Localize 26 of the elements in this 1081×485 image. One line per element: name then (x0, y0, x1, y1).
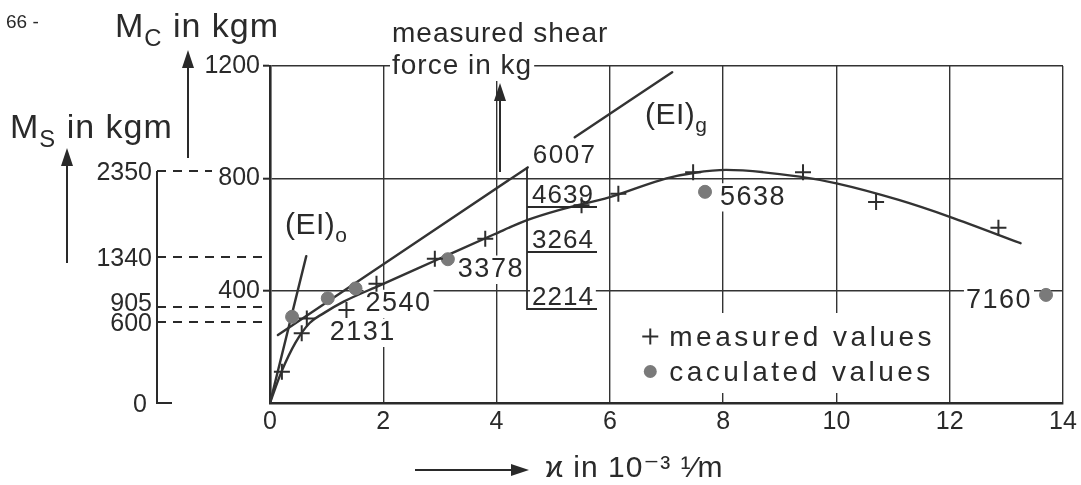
x-tick-label: 2 (376, 405, 391, 434)
x-tick-label: 12 (935, 405, 964, 434)
annotation: 4639 (532, 179, 594, 209)
annotation: measured shear force in kg (392, 17, 609, 80)
x-tick-label: 0 (263, 405, 277, 434)
y-tick-label: 400 (218, 274, 260, 303)
annotation: 3378 (457, 253, 524, 284)
text: 66 - (6, 11, 39, 32)
x-tick-label: 10 (822, 405, 851, 434)
legend-label: measured values (669, 320, 936, 352)
annotation: 6007 (532, 139, 597, 170)
annotation: 2540 (365, 287, 432, 318)
x-tick-label: 8 (716, 405, 731, 434)
y-tick-label: 1200 (204, 49, 260, 78)
annotation: 2214 (532, 281, 594, 311)
text: 2350 (96, 157, 153, 185)
text: 1340 (96, 243, 153, 271)
annotation: 2131 (329, 316, 396, 347)
y-tick-label: 800 (218, 162, 260, 191)
x-tick-label: 14 (1049, 405, 1077, 434)
annotation: 7160 (965, 283, 1033, 314)
x-tick-label: 6 (602, 405, 617, 434)
annotation: 5638 (720, 180, 787, 211)
legend-label: caculated values (669, 355, 934, 387)
x-tick-label: 4 (489, 405, 504, 434)
x-axis-title: ϰ in 10⁻³ ¹⁄m (545, 450, 724, 483)
